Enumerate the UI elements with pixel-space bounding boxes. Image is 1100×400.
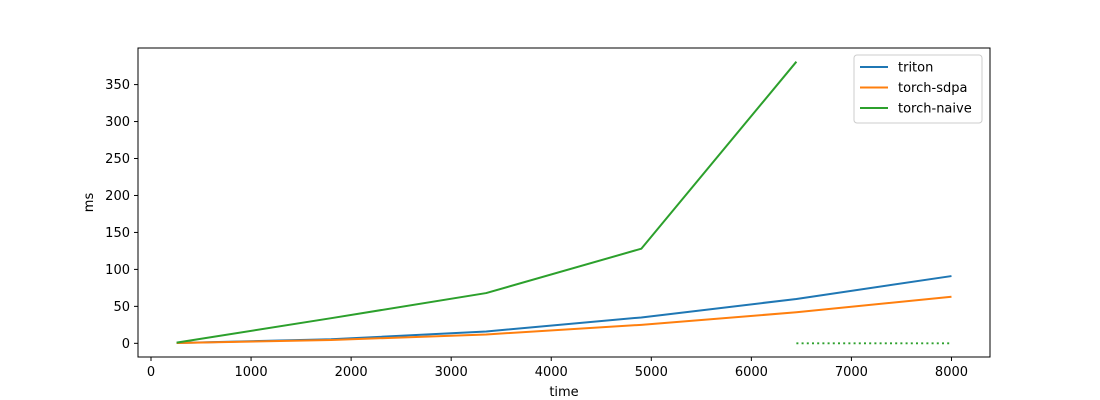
legend-box bbox=[853, 54, 983, 124]
x-tick-label: 2000 bbox=[335, 365, 368, 380]
legend-label: torch-naive bbox=[898, 102, 972, 117]
x-tick-label: 1000 bbox=[235, 365, 268, 380]
y-tick-label: 150 bbox=[105, 226, 130, 241]
legend-label: torch-sdpa bbox=[898, 81, 967, 96]
x-tick-label: 4000 bbox=[535, 365, 568, 380]
x-tick-label: 5000 bbox=[635, 365, 668, 380]
legend-label: triton bbox=[898, 61, 933, 76]
y-tick-label: 250 bbox=[105, 152, 130, 167]
x-tick-label: 3000 bbox=[435, 365, 468, 380]
x-tick-label: 6000 bbox=[735, 365, 768, 380]
x-axis-ticks: 0 1000 2000 3000 4000 5000 6000 7000 8000 bbox=[147, 357, 968, 380]
y-axis-label: ms bbox=[82, 193, 97, 213]
y-tick-label: 350 bbox=[105, 78, 130, 93]
y-axis-ticks: 0 50 100 150 200 250 300 350 bbox=[105, 78, 138, 352]
series-line-torch-sdpa bbox=[176, 295, 952, 344]
series-group bbox=[176, 61, 952, 345]
y-tick-label: 300 bbox=[105, 115, 130, 130]
x-tick-label: 7000 bbox=[835, 365, 868, 380]
series-line-torch-naive bbox=[176, 61, 798, 344]
y-tick-label: 0 bbox=[122, 337, 130, 352]
axes-frame bbox=[137, 47, 991, 358]
y-tick-label: 50 bbox=[113, 300, 130, 315]
x-tick-label: 8000 bbox=[935, 365, 968, 380]
x-axis-label: time bbox=[549, 385, 578, 400]
y-tick-label: 100 bbox=[105, 263, 130, 278]
x-tick-label: 0 bbox=[147, 365, 155, 380]
legend: triton torch-sdpa torch-naive bbox=[853, 54, 983, 124]
y-tick-label: 200 bbox=[105, 189, 130, 204]
